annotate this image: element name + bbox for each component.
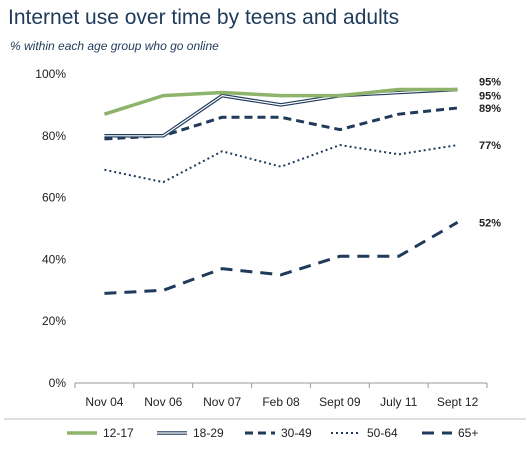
- legend-item-12-17: 12-17: [67, 426, 134, 440]
- y-tick-label: 0%: [49, 376, 67, 390]
- legend-item-50-64: 50-64: [331, 426, 398, 440]
- chart-axes: Nov 04 Nov 06 Nov 07 Feb 08 Sept 09 July 11 Se…: [35, 67, 488, 409]
- x-tick-label: July 11: [380, 395, 417, 409]
- legend-item-65+: 65+: [422, 426, 478, 440]
- x-tick-label: Nov 04: [85, 395, 123, 409]
- series-12-17: [103, 87, 458, 116]
- series-layer: [103, 87, 459, 295]
- x-tick-label: Feb 08: [262, 395, 300, 409]
- legend-label: 30-49: [281, 426, 312, 440]
- series-line: [103, 87, 458, 116]
- end-label-50-64: 77%: [479, 140, 501, 152]
- y-tick-label: 60%: [42, 191, 66, 205]
- end-label-65+: 52%: [479, 217, 501, 229]
- legend-item-30-49: 30-49: [245, 426, 312, 440]
- end-labels: 95%95%89%77%52%: [479, 76, 501, 229]
- chart-subtitle: % within each age group who go online: [10, 39, 219, 53]
- x-tick-label: Nov 07: [203, 395, 241, 409]
- series-65+: [104, 221, 459, 295]
- legend: 12-17 18-29 30-49 50-64 65+: [4, 418, 526, 440]
- chart-title: Internet use over time by teens and adul…: [8, 6, 400, 29]
- series-line: [104, 221, 459, 295]
- series-18-29: [104, 87, 458, 138]
- y-tick-label: 100%: [35, 67, 66, 81]
- y-tick-label: 40%: [42, 252, 66, 266]
- end-label-12-17: 95%: [479, 76, 501, 88]
- series-line-inner: [104, 88, 458, 137]
- legend-label: 12-17: [103, 426, 134, 440]
- legend-label: 18-29: [193, 426, 224, 440]
- x-tick-label: Sept 12: [437, 395, 479, 409]
- end-label-18-29: 95%: [479, 90, 501, 102]
- end-label-30-49: 89%: [479, 103, 501, 115]
- legend-item-18-29: 18-29: [157, 426, 224, 440]
- x-tick-label: Sept 09: [319, 395, 361, 409]
- legend-label: 65+: [458, 426, 478, 440]
- series-line: [104, 144, 458, 184]
- y-tick-label: 20%: [42, 314, 66, 328]
- x-tick-label: Nov 06: [144, 395, 182, 409]
- y-tick-label: 80%: [42, 129, 66, 143]
- series-50-64: [104, 144, 458, 184]
- legend-label: 50-64: [367, 426, 398, 440]
